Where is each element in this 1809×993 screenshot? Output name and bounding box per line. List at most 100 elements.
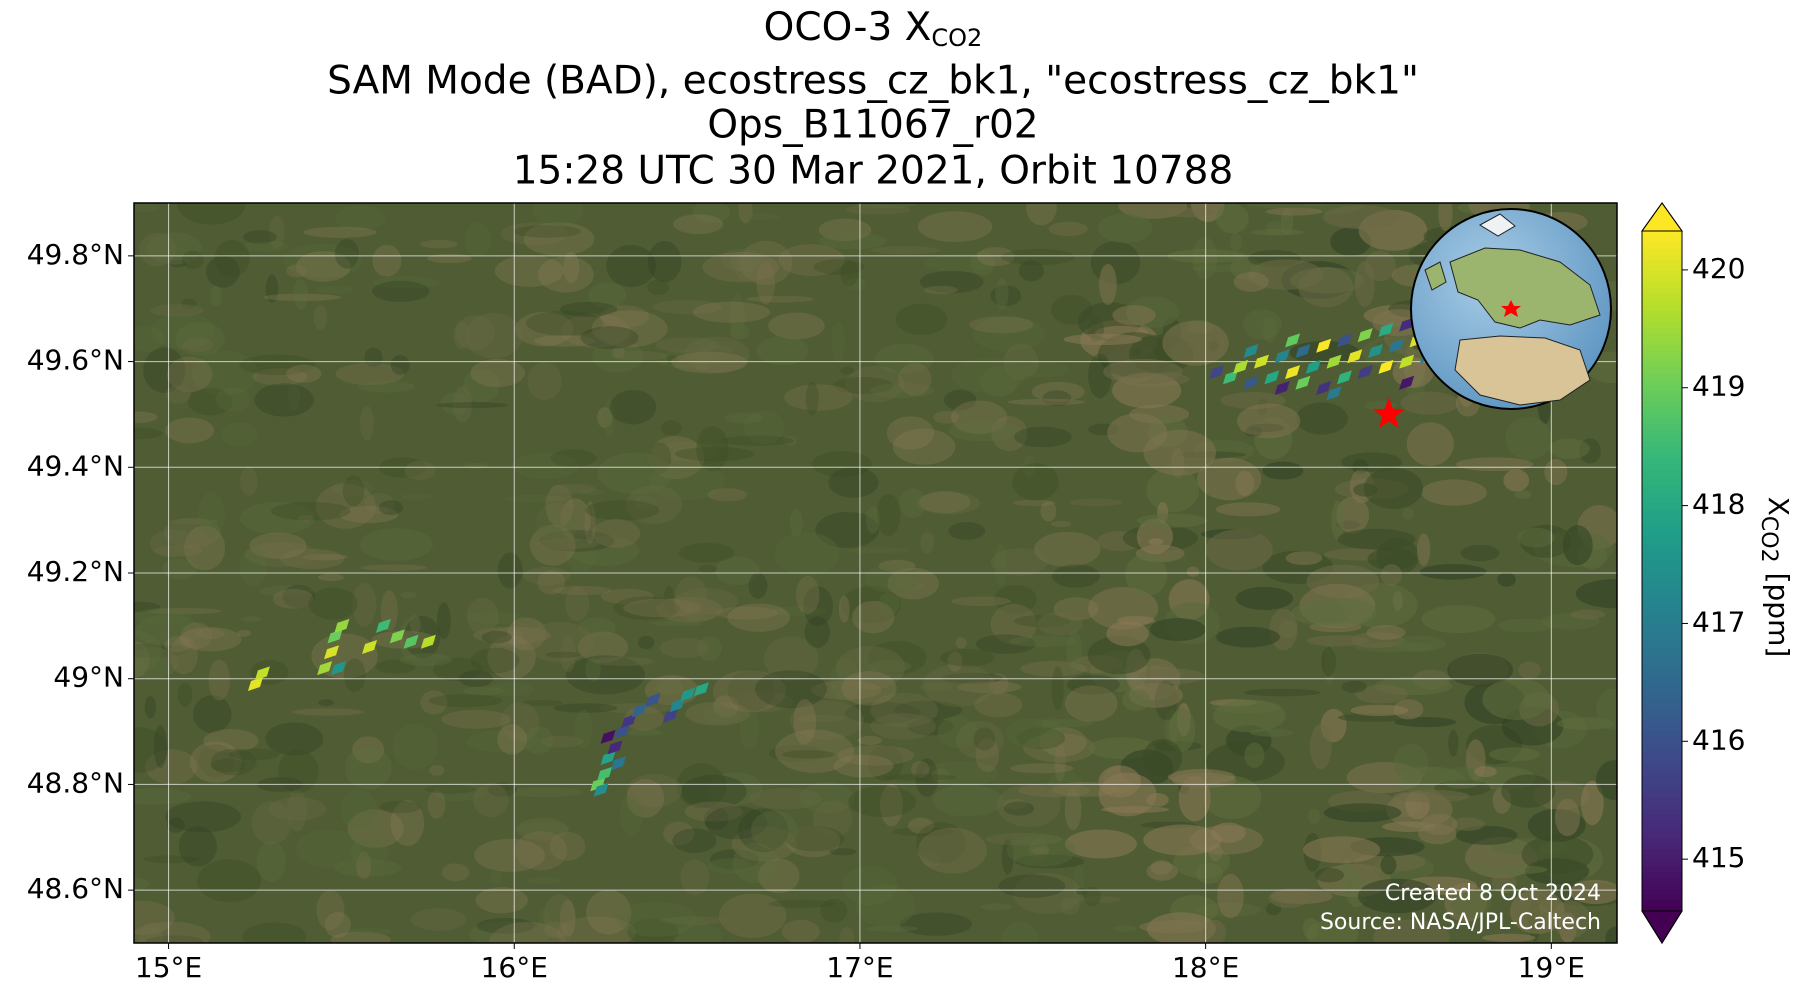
- colorbar-segment: [1642, 304, 1682, 311]
- terrain-patch: [1438, 203, 1453, 232]
- terrain-patch: [922, 761, 999, 787]
- terrain-patch: [606, 245, 657, 287]
- terrain-patch: [973, 316, 1045, 352]
- terrain-patch: [947, 420, 1023, 442]
- sounding: [1274, 381, 1290, 395]
- terrain-patch: [1197, 457, 1262, 501]
- terrain-patch: [1355, 684, 1408, 704]
- terrain-patch: [737, 808, 789, 853]
- terrain-patch: [134, 900, 175, 936]
- terrain-patch: [543, 921, 568, 939]
- terrain-patch: [1186, 566, 1200, 577]
- terrain-patch: [951, 596, 1011, 607]
- sounding: [420, 634, 436, 649]
- terrain-patch: [1497, 572, 1516, 587]
- terrain-patch: [868, 640, 927, 675]
- terrain-patch: [165, 417, 215, 444]
- terrain-patch: [196, 628, 225, 640]
- terrain-patch: [841, 585, 901, 624]
- terrain-patch: [683, 336, 750, 374]
- terrain-patch: [1060, 897, 1080, 915]
- colorbar-segment: [1642, 231, 1682, 238]
- terrain-patch: [775, 729, 854, 774]
- colorbar-segment: [1642, 758, 1682, 765]
- terrain-patch: [254, 383, 314, 417]
- terrain-patch: [732, 842, 779, 884]
- terrain-patch: [1290, 601, 1353, 626]
- terrain-patch: [1009, 763, 1074, 774]
- terrain-patch: [728, 690, 793, 713]
- terrain-patch: [1569, 879, 1617, 905]
- y-tick-label: 49.8°N: [27, 238, 124, 271]
- colorbar-segment: [1642, 576, 1682, 583]
- terrain-patch: [612, 346, 625, 359]
- colorbar-segment: [1642, 514, 1682, 521]
- terrain-patch: [782, 750, 836, 759]
- terrain-patch: [1392, 789, 1470, 803]
- terrain-patch: [149, 529, 196, 558]
- terrain-patch: [1394, 717, 1457, 728]
- terrain-patch: [357, 380, 415, 393]
- terrain-patch: [1406, 422, 1454, 466]
- terrain-patch: [885, 773, 957, 781]
- terrain-patch: [707, 488, 748, 502]
- terrain-patch: [627, 918, 679, 943]
- colorbar-segment: [1642, 446, 1682, 453]
- globe-land: [1424, 261, 1447, 291]
- colorbar-segment: [1642, 752, 1682, 759]
- terrain-patch: [592, 340, 644, 373]
- terrain-patch: [535, 538, 600, 550]
- title-subscript: CO2: [931, 24, 982, 52]
- subtitle: Ops_B11067_r02: [707, 103, 1038, 148]
- terrain-patch: [282, 584, 316, 608]
- terrain-patch: [592, 519, 641, 548]
- terrain-patch: [998, 874, 1066, 898]
- colorbar-segment: [1642, 503, 1682, 510]
- terrain-patch: [922, 663, 995, 707]
- terrain-patch: [1554, 798, 1581, 837]
- terrain-patch: [237, 629, 251, 637]
- terrain-patch: [177, 682, 193, 707]
- terrain-patch: [560, 635, 576, 673]
- colorbar-segment: [1642, 531, 1682, 538]
- colorbar-segment: [1642, 707, 1682, 714]
- terrain-patch: [838, 595, 850, 623]
- colorbar-segment: [1642, 537, 1682, 544]
- terrain-patch: [134, 877, 150, 892]
- terrain-patch: [703, 807, 729, 830]
- terrain-patch: [1215, 502, 1281, 517]
- terrain-patch: [1421, 813, 1458, 836]
- terrain-patch: [865, 505, 880, 534]
- terrain-patch: [560, 301, 618, 317]
- globe-land: [1454, 335, 1591, 406]
- terrain-patch: [874, 343, 934, 375]
- colorbar-segment: [1642, 684, 1682, 691]
- terrain-patch: [833, 377, 894, 394]
- x-tick-label: 16°E: [481, 951, 548, 984]
- terrain-patch: [134, 643, 187, 658]
- y-tick-label: 48.8°N: [27, 766, 124, 799]
- terrain-patch: [1087, 635, 1151, 675]
- terrain-patch: [256, 840, 286, 883]
- terrain-patch: [268, 215, 285, 249]
- sounding: [600, 729, 616, 744]
- terrain-patch: [473, 783, 509, 818]
- terrain-patch: [974, 692, 1023, 718]
- target-star: [1372, 397, 1405, 429]
- sounding: [631, 703, 647, 718]
- sounding: [1274, 349, 1290, 364]
- terrain-patch: [591, 310, 668, 348]
- terrain-patch: [599, 305, 650, 329]
- terrain-patch: [918, 827, 988, 874]
- terrain-patch: [206, 255, 240, 288]
- terrain-patch: [650, 620, 703, 627]
- terrain-patch: [683, 602, 718, 622]
- colorbar-segment: [1642, 678, 1682, 685]
- colorbar-segment: [1642, 282, 1682, 289]
- terrain-patch: [1205, 529, 1273, 571]
- terrain-patch: [680, 859, 710, 896]
- terrain-patch: [1242, 309, 1282, 340]
- terrain-patch: [597, 407, 613, 428]
- terrain-patch: [899, 912, 973, 936]
- terrain-patch: [811, 451, 873, 477]
